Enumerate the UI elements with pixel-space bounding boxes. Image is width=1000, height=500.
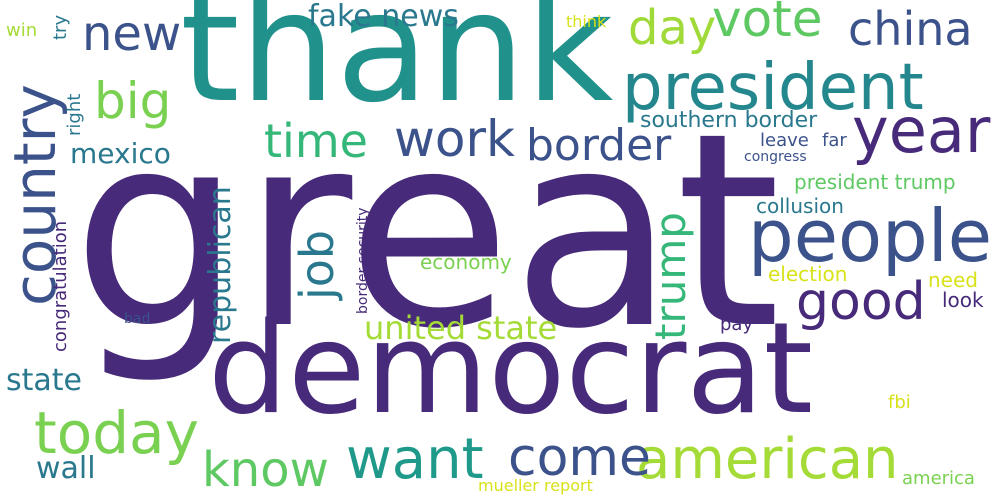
word-vote: vote [712, 0, 823, 48]
word-congress: congress [744, 149, 807, 165]
word-day: day [628, 0, 717, 56]
word-southern-border: southern border [640, 108, 818, 133]
word-time: time [264, 114, 368, 168]
word-united-state: united state [364, 309, 558, 347]
word-leave: leave [760, 130, 809, 151]
word-american: american [636, 427, 899, 492]
word-bad: bad [124, 311, 151, 327]
word-think: think [566, 12, 607, 31]
word-people: people [748, 194, 993, 278]
word-republican: republican [203, 186, 238, 344]
word-border-security: border security [355, 207, 371, 314]
word-year: year [852, 94, 991, 167]
word-far: far [822, 130, 847, 151]
word-great: great [72, 76, 781, 388]
word-today: today [34, 399, 199, 467]
word-america: america [902, 468, 975, 489]
word-congratulation: congratulation [50, 220, 71, 352]
word-wall: wall [36, 451, 96, 486]
word-president: president [622, 51, 924, 125]
word-state: state [6, 363, 82, 398]
word-job: job [290, 229, 344, 300]
word-democrat: democrat [208, 295, 814, 442]
word-president-trump: president trump [794, 170, 956, 194]
word-good: good [796, 272, 926, 332]
word-pay: pay [720, 314, 754, 335]
word-want: want [346, 427, 484, 492]
word-new: new [82, 6, 182, 62]
word-big: big [94, 72, 172, 130]
word-mueller-report: mueller report [478, 476, 593, 495]
word-mexico: mexico [70, 137, 171, 170]
word-fbi: fbi [888, 392, 911, 413]
word-fake-news: fake news [308, 0, 459, 34]
word-work: work [394, 110, 515, 168]
word-election: election [768, 262, 848, 286]
word-border: border [526, 120, 672, 171]
word-try: try [50, 14, 71, 40]
word-collusion: collusion [756, 194, 844, 218]
word-china: china [848, 2, 973, 56]
word-know: know [202, 442, 329, 498]
word-look: look [942, 288, 984, 312]
word-need: need [928, 268, 978, 292]
word-win: win [6, 20, 38, 41]
word-come: come [508, 428, 652, 488]
word-trump: trump [646, 212, 695, 340]
word-thank: thank [180, 0, 614, 136]
word-economy: economy [420, 250, 512, 274]
word-right: right [64, 93, 85, 136]
